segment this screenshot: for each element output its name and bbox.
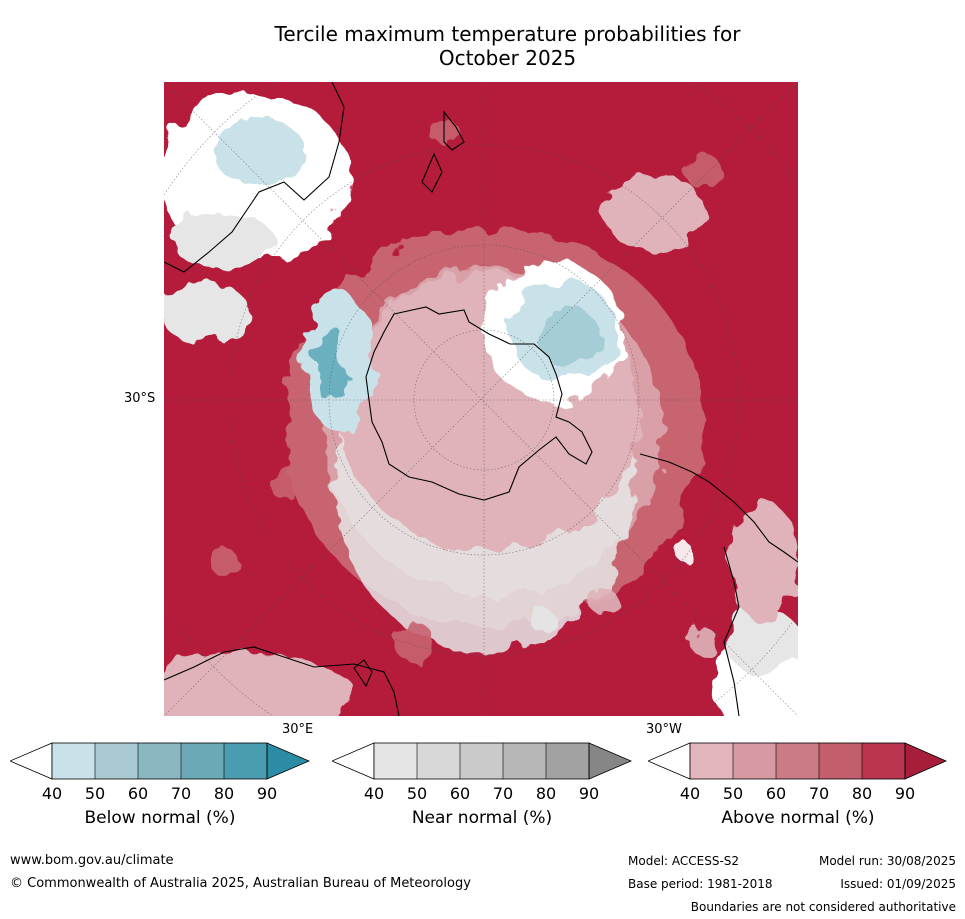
south-america-near-normal <box>724 612 798 672</box>
colorbar-below-bin-50-60 <box>95 743 138 779</box>
new-zealand-south <box>421 152 443 193</box>
tick-label: 80 <box>535 784 557 803</box>
tick-label: 60 <box>449 784 471 803</box>
colorbar-near-bin-40-50 <box>374 743 417 779</box>
colorbar-near-bin-50-60 <box>417 743 460 779</box>
colorbar-caption: Below normal (%) <box>84 808 236 828</box>
pacific-near-normal <box>604 172 704 252</box>
antarctica-coast <box>365 306 593 501</box>
lon-label-30e: 30°E <box>282 722 314 737</box>
tick-label: 90 <box>256 784 278 803</box>
speckle <box>690 628 718 656</box>
colorbar-above-extend-max <box>904 742 947 780</box>
tick-label: 50 <box>722 784 744 803</box>
colorbar-above-bin-70-80 <box>819 743 862 779</box>
page-title: Tercile maximum temperature probabilitie… <box>0 22 965 70</box>
lon-label-30w: 30°W <box>646 722 682 737</box>
footer-issued: Issued: 01/09/2025 <box>840 877 956 891</box>
tick-label: 50 <box>84 784 106 803</box>
colorbar-above-extend-min <box>646 742 691 780</box>
colorbar-above-bin-50-60 <box>733 743 776 779</box>
new-zealand-north <box>443 110 465 151</box>
colorbar-below-bin-80-90 <box>224 743 267 779</box>
south-america-coast <box>639 453 798 563</box>
speckle <box>268 466 300 498</box>
tick-label: 70 <box>808 784 830 803</box>
colorbar-above-swatches <box>646 742 947 780</box>
speckle <box>590 588 618 616</box>
tick-label: 80 <box>213 784 235 803</box>
colorbar-below-extend-min <box>8 742 53 780</box>
footer-disclaimer: Boundaries are not considered authoritat… <box>690 900 956 914</box>
south-america-east <box>723 546 740 716</box>
colorbar-near-normal: 40 50 60 70 80 90 Near normal (%) <box>330 742 633 828</box>
tick-label: 40 <box>41 784 63 803</box>
africa-coast <box>164 646 400 716</box>
colorbar-below-swatches <box>8 742 311 780</box>
colorbar-near-extend-max <box>588 742 633 780</box>
tick-label: 40 <box>363 784 385 803</box>
footer-model: Model: ACCESS-S2 <box>628 854 740 868</box>
speckle <box>532 610 556 634</box>
tick-label: 70 <box>492 784 514 803</box>
colorbar-above-normal: 40 50 60 70 80 90 Above normal (%) <box>646 742 948 828</box>
tick-label: 70 <box>170 784 192 803</box>
tick-label: 60 <box>127 784 149 803</box>
colorbar-caption: Above normal (%) <box>721 808 875 828</box>
colorbar-above-bin-40-50 <box>690 743 733 779</box>
colorbar-near-swatches <box>330 742 633 780</box>
madagascar <box>353 659 373 688</box>
lat-label-30s: 30°S <box>124 391 156 406</box>
colorbar-below-bin-70-80 <box>181 743 224 779</box>
colorbar-below-normal: 40 50 60 70 80 90 Below normal (%) <box>8 742 311 828</box>
title-line-1: Tercile maximum temperature probabilitie… <box>274 22 741 46</box>
colorbar-above-bin-60-70 <box>776 743 819 779</box>
tick-label: 80 <box>851 784 873 803</box>
footer-url: www.bom.gov.au/climate <box>10 853 174 868</box>
footer-base-period: Base period: 1981-2018 <box>628 877 773 891</box>
colorbar-near-bin-60-70 <box>460 743 503 779</box>
colorbar-below-bin-60-70 <box>138 743 181 779</box>
colorbar-near-bin-80-90 <box>546 743 589 779</box>
footer-copyright: © Commonwealth of Australia 2025, Austra… <box>10 876 471 891</box>
speckle <box>210 548 238 576</box>
graticule <box>164 82 798 716</box>
footer-model-run: Model run: 30/08/2025 <box>818 854 956 868</box>
below-normal-core-indian <box>315 322 343 402</box>
map-canvas <box>164 82 798 716</box>
speckle <box>686 154 722 190</box>
tick-label: 50 <box>406 784 428 803</box>
below-normal-center <box>539 307 599 367</box>
indian-near-normal <box>164 282 249 342</box>
tick-label: 90 <box>894 784 916 803</box>
speckle <box>394 622 434 662</box>
speckle <box>675 543 693 561</box>
title-line-2: October 2025 <box>438 46 577 70</box>
australia-below-normal <box>214 117 304 187</box>
tick-label: 60 <box>765 784 787 803</box>
colorbar-near-bin-70-80 <box>503 743 546 779</box>
australia-coast <box>164 82 345 273</box>
australia-near-normal <box>174 212 274 272</box>
south-america-above-light <box>729 502 798 622</box>
colorbar-below-extend-max <box>266 742 311 780</box>
colorbar-caption: Near normal (%) <box>411 808 553 828</box>
colorbar-near-extend-min <box>330 742 375 780</box>
colorbar-below-bin-40-50 <box>52 743 95 779</box>
coastlines <box>164 82 798 716</box>
probability-map <box>164 82 798 716</box>
colorbar-above-bin-80-90 <box>862 743 905 779</box>
tick-label: 40 <box>679 784 701 803</box>
africa-above-light <box>164 652 354 716</box>
tick-label: 90 <box>578 784 600 803</box>
